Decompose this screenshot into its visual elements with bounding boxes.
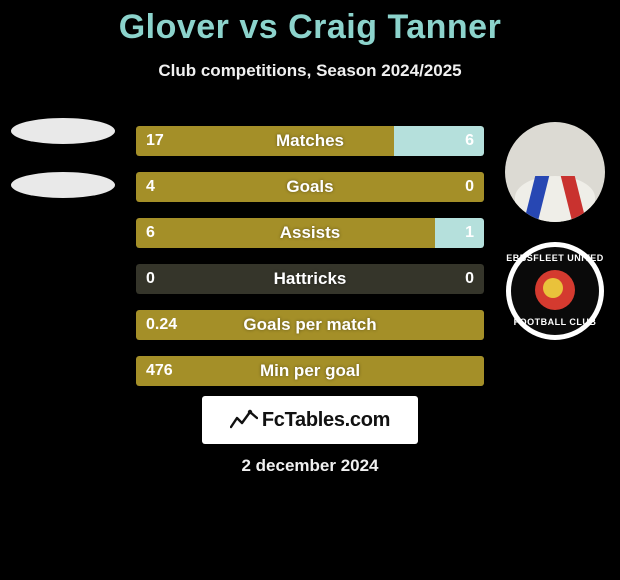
left-player-column (8, 118, 118, 198)
right-player-column: EBBSFLEET UNITED FOOTBALL CLUB (500, 118, 610, 340)
player2-photo (505, 122, 605, 222)
player1-photo-placeholder-icon (11, 118, 115, 144)
stat-label: Min per goal (136, 356, 484, 386)
fctables-mark-icon (230, 409, 258, 431)
stat-label: Goals (136, 172, 484, 202)
stat-label: Goals per match (136, 310, 484, 340)
club-badge-top-text: EBBSFLEET UNITED (506, 253, 604, 263)
club-badge-bottom-text: FOOTBALL CLUB (514, 317, 597, 327)
player1-club-placeholder-icon (11, 172, 115, 198)
stat-row: 40Goals (136, 172, 484, 202)
fctables-text: FcTables.com (262, 409, 390, 432)
player2-club-badge-icon: EBBSFLEET UNITED FOOTBALL CLUB (506, 242, 604, 340)
stat-label: Assists (136, 218, 484, 248)
comparison-chart: EBBSFLEET UNITED FOOTBALL CLUB 176Matche… (0, 118, 620, 398)
stat-label: Matches (136, 126, 484, 156)
date-line: 2 december 2024 (0, 456, 620, 476)
stat-row: 61Assists (136, 218, 484, 248)
stat-row: 0.24Goals per match (136, 310, 484, 340)
page-title: Glover vs Craig Tanner (0, 0, 620, 47)
stat-label: Hattricks (136, 264, 484, 294)
stat-row: 176Matches (136, 126, 484, 156)
stat-row: 476Min per goal (136, 356, 484, 386)
stat-row: 00Hattricks (136, 264, 484, 294)
subtitle: Club competitions, Season 2024/2025 (0, 61, 620, 81)
fctables-logo: FcTables.com (202, 396, 418, 444)
stat-bars: 176Matches 40Goals 61Assists 00Hattricks 0.2… (136, 126, 484, 402)
